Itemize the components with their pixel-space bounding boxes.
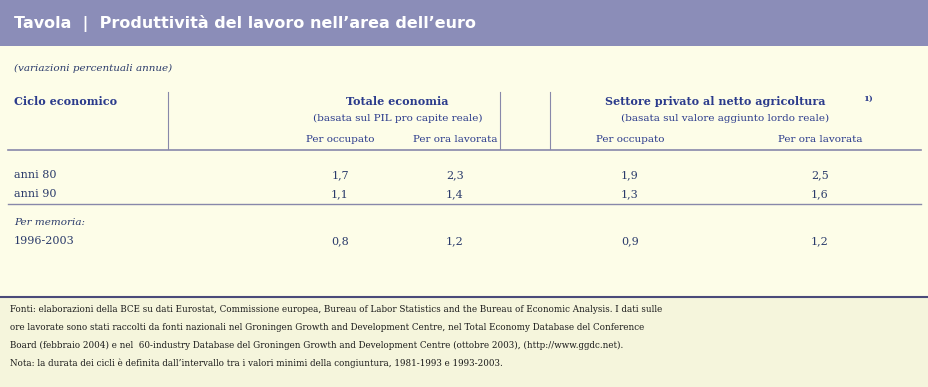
Bar [0,0,928,46]
Text: 1,2: 1,2 [810,236,828,246]
Text: 1,7: 1,7 [330,170,348,180]
Text: 0,8: 0,8 [330,236,349,246]
Text: Nota: la durata dei cicli è definita dall’intervallo tra i valori minimi della c: Nota: la durata dei cicli è definita dal… [10,359,502,368]
Text: (variazioni percentuali annue): (variazioni percentuali annue) [14,64,172,73]
Text: 2,5: 2,5 [810,170,828,180]
Text: 1,6: 1,6 [810,189,828,199]
Text: Per occupato: Per occupato [305,135,374,144]
Text: 1,3: 1,3 [621,189,638,199]
Text: 2,3: 2,3 [445,170,463,180]
Bar [0,297,928,387]
Text: (basata sul valore aggiunto lordo reale): (basata sul valore aggiunto lordo reale) [620,114,828,123]
Text: 1996-2003: 1996-2003 [14,236,74,246]
Text: 1,4: 1,4 [445,189,463,199]
Text: 0,9: 0,9 [621,236,638,246]
Text: 1): 1) [862,95,871,103]
Text: anni 80: anni 80 [14,170,57,180]
Text: Totale economia: Totale economia [346,96,448,107]
Text: Board (febbraio 2004) e nel  60-industry Database del Groningen Growth and Devel: Board (febbraio 2004) e nel 60-industry … [10,341,623,350]
Text: Tavola  |  Produttività del lavoro nell’area dell’euro: Tavola | Produttività del lavoro nell’ar… [14,14,475,31]
Text: Per ora lavorata: Per ora lavorata [777,135,861,144]
Text: anni 90: anni 90 [14,189,57,199]
Text: Per occupato: Per occupato [595,135,664,144]
Text: (basata sul PIL pro capite reale): (basata sul PIL pro capite reale) [313,114,482,123]
Text: 1,2: 1,2 [445,236,463,246]
Text: 1,1: 1,1 [330,189,349,199]
Text: Per memoria:: Per memoria: [14,218,84,227]
Text: Fonti: elaborazioni della BCE su dati Eurostat, Commissione europea, Bureau of L: Fonti: elaborazioni della BCE su dati Eu… [10,305,662,314]
Text: 1,9: 1,9 [621,170,638,180]
Text: ore lavorate sono stati raccolti da fonti nazionali nel Groningen Growth and Dev: ore lavorate sono stati raccolti da font… [10,323,643,332]
Text: Ciclo economico: Ciclo economico [14,96,117,107]
Text: Settore privato al netto agricoltura: Settore privato al netto agricoltura [604,96,824,107]
Text: Per ora lavorata: Per ora lavorata [412,135,496,144]
